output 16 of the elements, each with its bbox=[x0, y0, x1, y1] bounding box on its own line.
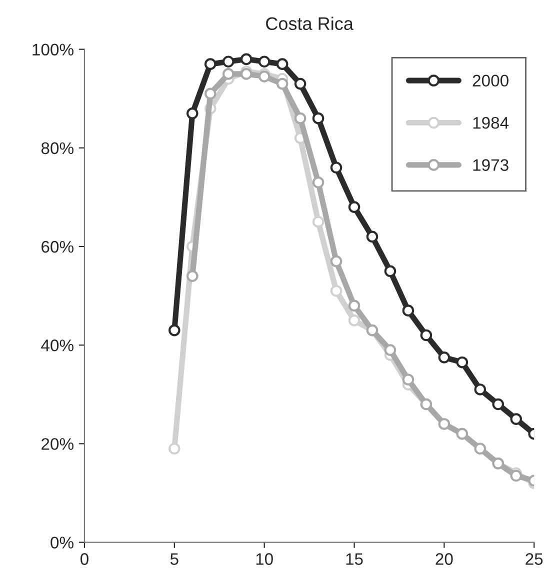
y-tick-label: 0% bbox=[50, 536, 74, 549]
x-tick-label: 5 bbox=[170, 553, 178, 565]
legend-label: 2000 bbox=[472, 74, 508, 87]
y-tick-label: 80% bbox=[41, 142, 74, 154]
x-tick-label: 15 bbox=[346, 553, 363, 565]
x-tick-label: 0 bbox=[80, 553, 88, 565]
x-tick-label: 25 bbox=[526, 553, 543, 565]
x-tick-label: 10 bbox=[256, 553, 273, 565]
legend-label: 1973 bbox=[473, 159, 508, 171]
x-tick-label: 20 bbox=[436, 553, 453, 565]
y-tick-label: 60% bbox=[42, 240, 74, 253]
y-tick-label: 100% bbox=[32, 44, 74, 56]
legend-label: 1984 bbox=[473, 116, 509, 129]
y-tick-label: 40% bbox=[41, 340, 74, 352]
y-tick-label: 20% bbox=[42, 438, 74, 450]
chart-title: Costa Rica bbox=[266, 16, 354, 30]
